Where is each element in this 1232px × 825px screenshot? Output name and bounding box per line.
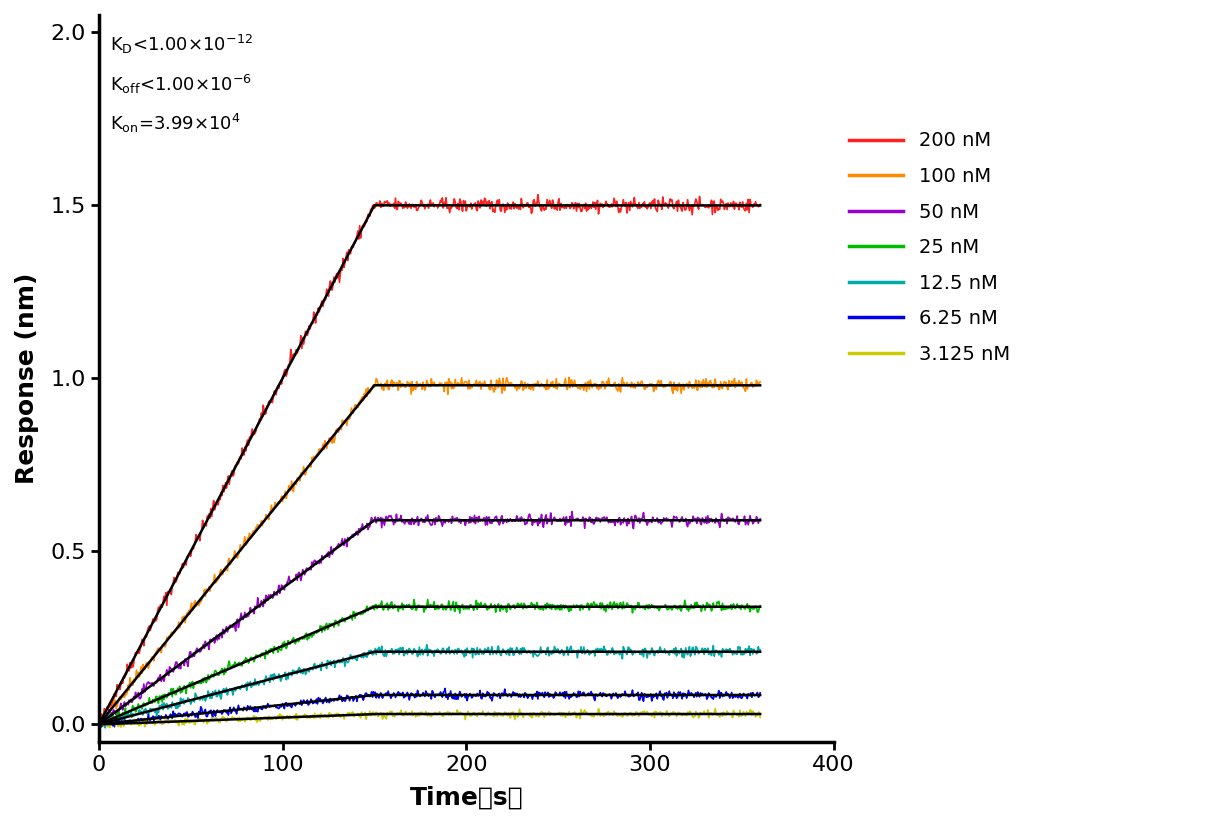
Y-axis label: Response (nm): Response (nm) [15,272,39,484]
Legend: 200 nM, 100 nM, 50 nM, 25 nM, 12.5 nM, 6.25 nM, 3.125 nM: 200 nM, 100 nM, 50 nM, 25 nM, 12.5 nM, 6… [841,124,1018,371]
Text: $\mathrm{K_D}$<1.00×10$^{-12}$
$\mathrm{K_{off}}$<1.00×10$^{-6}$
$\mathrm{K_{on}: $\mathrm{K_D}$<1.00×10$^{-12}$ $\mathrm{… [110,33,253,135]
X-axis label: Time（s）: Time（s） [409,786,524,810]
